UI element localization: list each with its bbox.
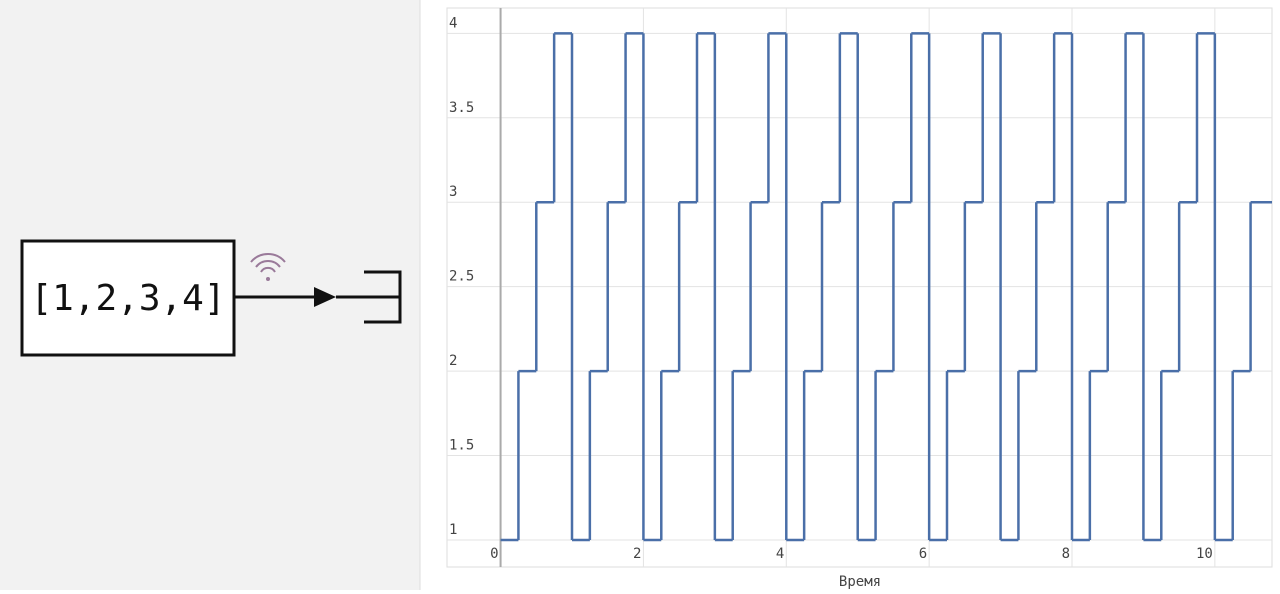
y-tick-label: 1.5 [449, 438, 474, 454]
block-label: [1,2,3,4] [30, 278, 225, 319]
y-tick-label: 1 [449, 522, 457, 538]
y-tick-label: 3.5 [449, 100, 474, 116]
x-tick-label: 0 [490, 546, 498, 562]
y-tick-label: 3 [449, 184, 457, 200]
y-tick-label: 2 [449, 353, 457, 369]
arrow-head [314, 287, 336, 307]
block[interactable]: [1,2,3,4] [20, 239, 236, 357]
x-tick-label: 10 [1196, 546, 1213, 562]
signal-icon [250, 252, 286, 281]
block-box[interactable] [20, 239, 236, 357]
x-axis-label: Время [839, 574, 881, 590]
plot-area [446, 7, 1273, 568]
y-tick-label: 4 [449, 15, 457, 31]
y-tick-label: 2.5 [449, 269, 474, 285]
x-tick-label: 4 [776, 546, 784, 562]
plot: 1 1.5 2 2.5 3 3.5 4 0 2 4 6 8 10 [447, 8, 1272, 567]
scope-port [364, 270, 402, 324]
x-tick-label: 8 [1062, 546, 1070, 562]
x-tick-label: 6 [919, 546, 927, 562]
x-tick-label: 2 [633, 546, 641, 562]
